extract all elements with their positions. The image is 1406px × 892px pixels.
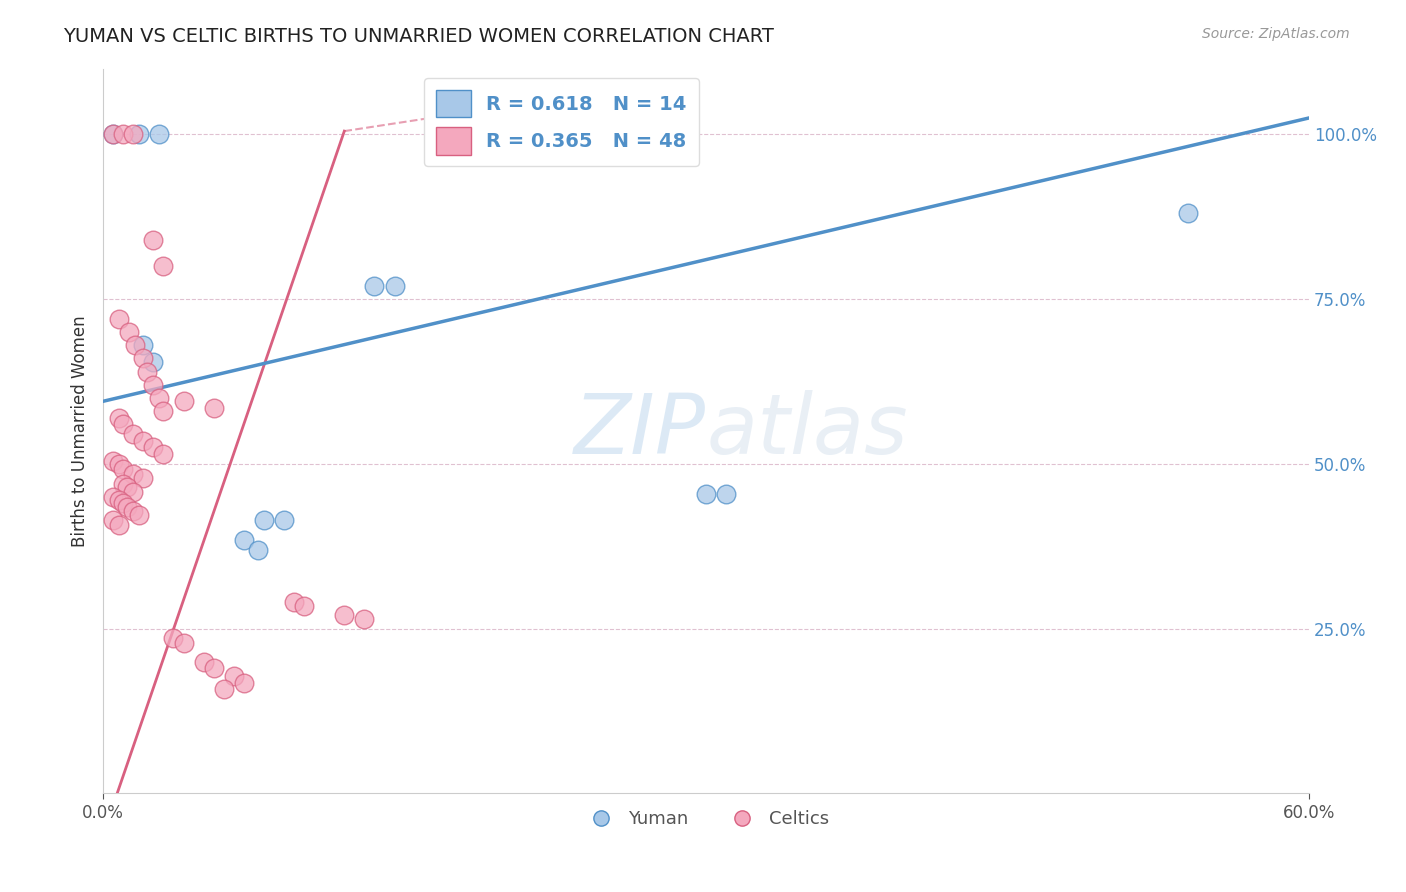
Y-axis label: Births to Unmarried Women: Births to Unmarried Women [72, 315, 89, 547]
Point [162, 632, 184, 646]
Point [232, 533, 254, 547]
Point [101, 128, 124, 142]
Point [136, 365, 159, 379]
Point [716, 486, 738, 500]
Point [132, 351, 155, 366]
Point [108, 517, 131, 532]
Point [101, 513, 124, 527]
Point [148, 128, 170, 142]
Point [173, 394, 195, 409]
Point [132, 338, 155, 352]
Point [101, 128, 124, 142]
Point [212, 682, 235, 697]
Point [222, 669, 245, 683]
Point [132, 434, 155, 448]
Point [112, 417, 135, 432]
Point [128, 508, 150, 523]
Point [112, 476, 135, 491]
Point [253, 513, 276, 527]
Point [1177, 206, 1199, 220]
Point [246, 542, 269, 557]
Point [124, 338, 146, 352]
Point [292, 599, 315, 613]
Point [142, 377, 165, 392]
Text: ZIP: ZIP [574, 391, 706, 472]
Point [128, 128, 150, 142]
Point [695, 486, 717, 500]
Text: YUMAN VS CELTIC BIRTHS TO UNMARRIED WOMEN CORRELATION CHART: YUMAN VS CELTIC BIRTHS TO UNMARRIED WOME… [63, 27, 775, 45]
Point [202, 661, 225, 675]
Point [108, 493, 131, 508]
Point [112, 462, 135, 476]
Legend: Yuman, Celtics: Yuman, Celtics [575, 803, 837, 835]
Point [173, 636, 195, 650]
Point [122, 128, 145, 142]
Point [152, 259, 174, 273]
Point [142, 233, 165, 247]
Point [117, 480, 139, 494]
Point [152, 404, 174, 418]
Point [112, 496, 135, 510]
Point [273, 513, 295, 527]
Point [363, 279, 385, 293]
Point [132, 471, 155, 485]
Point [122, 427, 145, 442]
Point [122, 467, 145, 481]
Point [122, 484, 145, 499]
Point [384, 279, 406, 293]
Point [118, 325, 141, 339]
Point [112, 128, 135, 142]
Point [333, 608, 356, 623]
Point [152, 447, 174, 461]
Point [142, 441, 165, 455]
Text: atlas: atlas [706, 391, 908, 472]
Point [283, 595, 305, 609]
Point [117, 500, 139, 514]
Text: Source: ZipAtlas.com: Source: ZipAtlas.com [1202, 27, 1350, 41]
Point [193, 655, 215, 669]
Point [108, 312, 131, 326]
Point [122, 504, 145, 518]
Point [101, 453, 124, 467]
Point [232, 675, 254, 690]
Point [142, 355, 165, 369]
Point [108, 457, 131, 471]
Point [353, 612, 375, 626]
Point [101, 490, 124, 504]
Point [108, 410, 131, 425]
Point [148, 391, 170, 405]
Point [202, 401, 225, 415]
